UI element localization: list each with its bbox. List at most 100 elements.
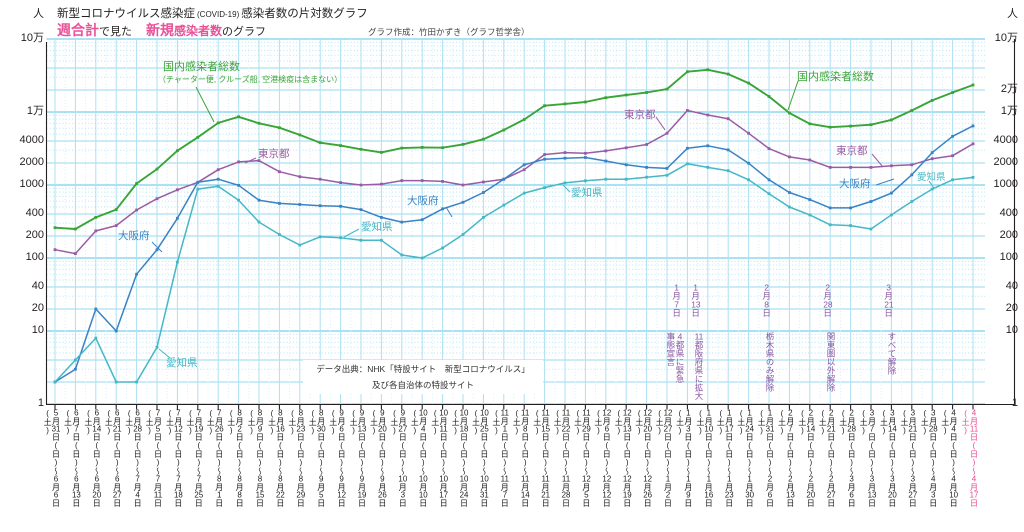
y-axis-tick-label: 20 <box>31 302 44 314</box>
data-point-tokyo <box>522 168 526 172</box>
y-axis-unit-label-right: 人 <box>1007 8 1018 20</box>
series-line-osaka <box>54 125 974 383</box>
label-callout-line <box>655 116 666 131</box>
data-point-aichi <box>74 358 77 362</box>
x-axis-week-label: 12月27日(日)〜1月2日(土) <box>655 409 673 507</box>
data-point-osaka <box>604 159 608 163</box>
x-axis-week-label: 5月31日(日)〜6月6日(土) <box>43 409 61 507</box>
title-prefix: 新型コロナウイルス感染症 <box>57 8 195 20</box>
data-point-national-total <box>726 72 730 76</box>
title-suffix: 感染者数の片対数グラフ <box>241 8 368 20</box>
data-point-national-total <box>849 124 852 128</box>
data-point-aichi <box>400 253 404 257</box>
y-axis-tick-label: 40 <box>31 280 44 292</box>
data-point-national-total <box>788 111 791 115</box>
data-point-tokyo <box>155 197 159 201</box>
x-axis-week-label: 12月13日(日)〜12月19日(土) <box>614 409 632 507</box>
data-point-aichi <box>726 169 730 173</box>
data-point-aichi <box>380 238 383 242</box>
data-point-national-total <box>196 135 200 139</box>
label-callout-line <box>562 184 571 193</box>
data-point-national-total <box>890 118 893 122</box>
data-point-tokyo <box>74 252 77 255</box>
data-point-tokyo <box>869 166 873 169</box>
data-point-tokyo <box>624 146 628 150</box>
series-line-national-total <box>54 68 974 230</box>
y-axis-tick-label: 400 <box>25 207 44 219</box>
data-point-national-total <box>94 216 98 219</box>
data-point-osaka <box>196 180 200 184</box>
data-point-national-total <box>135 182 138 185</box>
data-point-national-total <box>176 149 179 153</box>
y-axis-tick-label-right: 40 <box>1005 280 1018 292</box>
data-point-tokyo <box>380 182 383 186</box>
data-point-tokyo <box>298 175 302 179</box>
label-callout-line <box>343 228 360 238</box>
data-point-osaka <box>543 157 546 161</box>
data-point-osaka <box>155 248 159 252</box>
data-point-national-total <box>298 133 302 137</box>
y-axis-tick-label: 1万 <box>26 105 44 117</box>
data-point-aichi <box>869 227 873 231</box>
data-point-osaka <box>584 156 587 159</box>
data-point-osaka <box>624 163 628 167</box>
data-point-tokyo <box>563 151 567 154</box>
data-point-aichi <box>543 186 546 189</box>
y-axis-tick-label: 4000 <box>19 134 44 146</box>
data-point-tokyo <box>482 180 485 184</box>
x-axis-week-label: 7月5日(日)〜7月11日(土) <box>145 409 163 507</box>
data-point-osaka <box>563 156 567 160</box>
data-point-aichi <box>951 178 954 182</box>
data-point-national-total <box>767 95 771 98</box>
data-point-national-total <box>216 121 220 125</box>
data-point-osaka <box>135 272 138 276</box>
data-point-osaka <box>869 200 873 203</box>
x-axis-week-label: 9月6日(日)〜9月12日(土) <box>328 409 347 507</box>
series-points-tokyo <box>53 109 975 255</box>
data-point-aichi <box>767 192 771 196</box>
data-point-osaka <box>808 198 812 201</box>
series-label: 大阪府 <box>118 230 150 242</box>
x-axis-week-label: 1月31日(日)〜2月6日(土) <box>757 409 775 507</box>
data-point-osaka <box>706 144 710 148</box>
series-label: 愛知県 <box>361 221 393 233</box>
y-axis-tick-label-right: 100 <box>999 251 1018 263</box>
data-point-national-total <box>482 137 485 141</box>
data-point-osaka <box>849 206 852 210</box>
data-point-aichi <box>645 175 648 179</box>
y-axis-tick-label-right: 10万 <box>994 32 1018 44</box>
x-axis-week-label: 7月12日(日)〜7月18日(土) <box>165 409 183 507</box>
data-point-aichi <box>563 181 567 185</box>
data-point-national-total <box>420 146 424 149</box>
data-point-aichi <box>196 187 200 191</box>
series-label: 東京都 <box>836 145 868 157</box>
data-point-national-total <box>563 102 567 106</box>
data-point-osaka <box>339 204 342 208</box>
data-point-osaka <box>461 200 465 204</box>
data-point-aichi <box>584 179 587 183</box>
data-point-osaka <box>94 307 98 311</box>
y-axis-tick-label-right: 2万 <box>1000 83 1018 95</box>
y-axis-tick-label: 100 <box>25 251 44 263</box>
label-callout-line <box>445 206 453 218</box>
x-axis-week-label: 4月11日(日)〜4月17日(土) <box>961 409 979 507</box>
data-point-tokyo <box>951 154 954 158</box>
data-point-aichi <box>808 213 812 217</box>
data-point-osaka <box>645 166 648 169</box>
x-axis-week-label: 8月30日(日)〜9月5日(土) <box>308 409 326 507</box>
data-point-national-total <box>645 91 648 94</box>
x-axis-week-label: 10月25日(日)〜10月31日(土) <box>471 409 489 507</box>
data-point-aichi <box>441 246 444 250</box>
data-point-aichi <box>216 184 220 188</box>
series-label: （チャーター便, クルーズ船, 空港検疫は含まない） <box>158 75 343 84</box>
data-point-tokyo <box>420 179 424 182</box>
y-axis-tick-label-right: 2000 <box>993 156 1018 168</box>
series-label: 国内感染者総数 <box>797 71 874 83</box>
data-point-aichi <box>94 336 98 340</box>
data-point-national-total <box>441 146 444 150</box>
data-point-national-total <box>910 109 914 112</box>
y-axis-tick-label: 2000 <box>19 156 44 168</box>
x-axis-week-label: 9月13日(日)〜9月19日(土) <box>349 409 367 507</box>
event-annotation-date: 2月8日 <box>761 283 772 317</box>
data-point-aichi <box>849 224 852 227</box>
